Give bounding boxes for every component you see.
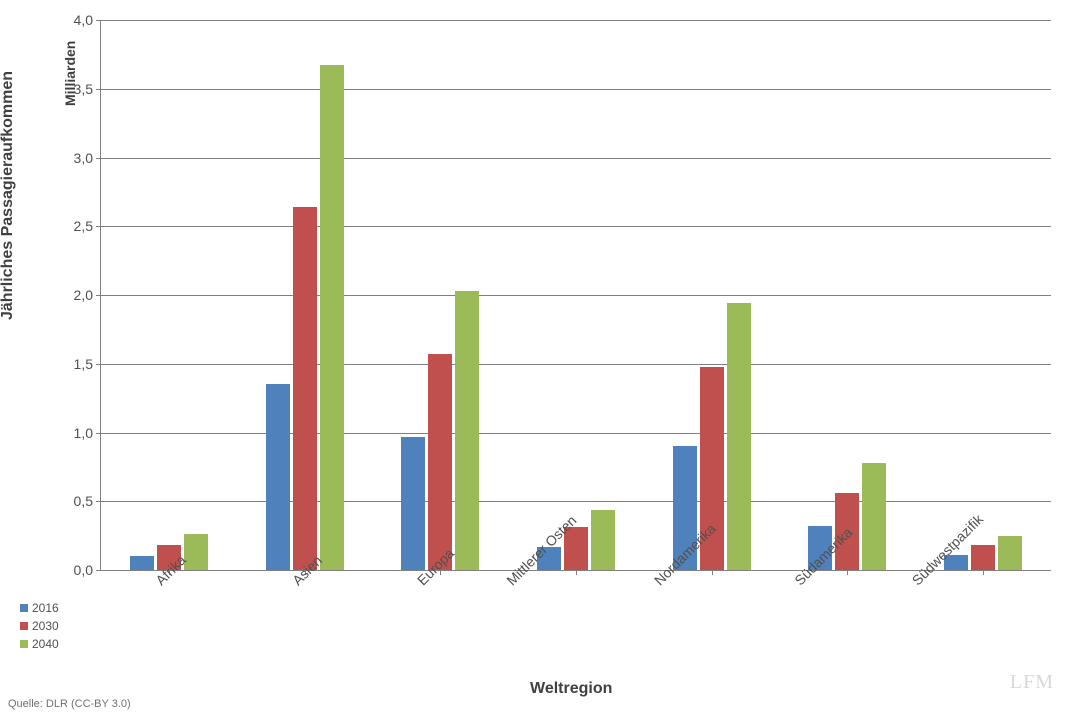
gridline <box>101 89 1051 90</box>
ytick-label: 0,0 <box>74 562 101 578</box>
xtick-mark <box>576 570 577 575</box>
gridline <box>101 501 1051 502</box>
legend-label: 2016 <box>32 601 59 615</box>
watermark: LFM <box>1010 671 1054 694</box>
bar <box>591 510 615 571</box>
legend-item: 2030 <box>20 618 59 634</box>
xtick-mark <box>983 570 984 575</box>
gridline <box>101 158 1051 159</box>
gridline <box>101 226 1051 227</box>
y-axis-title: Jährliches Passagieraufkommen <box>0 71 17 320</box>
bar <box>266 384 290 570</box>
legend-swatch <box>20 622 28 630</box>
legend-swatch <box>20 640 28 648</box>
bar <box>184 534 208 570</box>
bar <box>862 463 886 570</box>
gridline <box>101 364 1051 365</box>
source-text: Quelle: DLR (CC-BY 3.0) <box>8 698 131 710</box>
ytick-label: 1,0 <box>74 425 101 441</box>
bar <box>428 354 452 570</box>
bar <box>293 207 317 570</box>
bar <box>971 545 995 570</box>
xtick-label: Afrika <box>145 545 189 589</box>
legend-label: 2030 <box>32 619 59 633</box>
xtick-mark <box>847 570 848 575</box>
ytick-label: 3,0 <box>74 150 101 166</box>
bar <box>401 437 425 570</box>
ytick-label: 4,0 <box>74 12 101 28</box>
legend-label: 2040 <box>32 637 59 651</box>
ytick-label: 2,5 <box>74 218 101 234</box>
bar <box>320 65 344 570</box>
gridline <box>101 295 1051 296</box>
legend-item: 2040 <box>20 636 59 652</box>
gridline <box>101 433 1051 434</box>
y-axis-unit: Milliarden <box>62 41 78 106</box>
x-axis-title: Weltregion <box>530 680 612 698</box>
gridline <box>101 20 1051 21</box>
plot-area: 0,00,51,01,52,02,53,03,54,0AfrikaAsienEu… <box>100 20 1051 571</box>
bar <box>455 291 479 570</box>
legend-swatch <box>20 604 28 612</box>
ytick-label: 2,0 <box>74 287 101 303</box>
xtick-mark <box>712 570 713 575</box>
legend: 2016 2030 2040 <box>20 600 59 654</box>
ytick-label: 0,5 <box>74 493 101 509</box>
bar <box>727 303 751 570</box>
legend-item: 2016 <box>20 600 59 616</box>
bar <box>998 536 1022 570</box>
ytick-label: 1,5 <box>74 356 101 372</box>
